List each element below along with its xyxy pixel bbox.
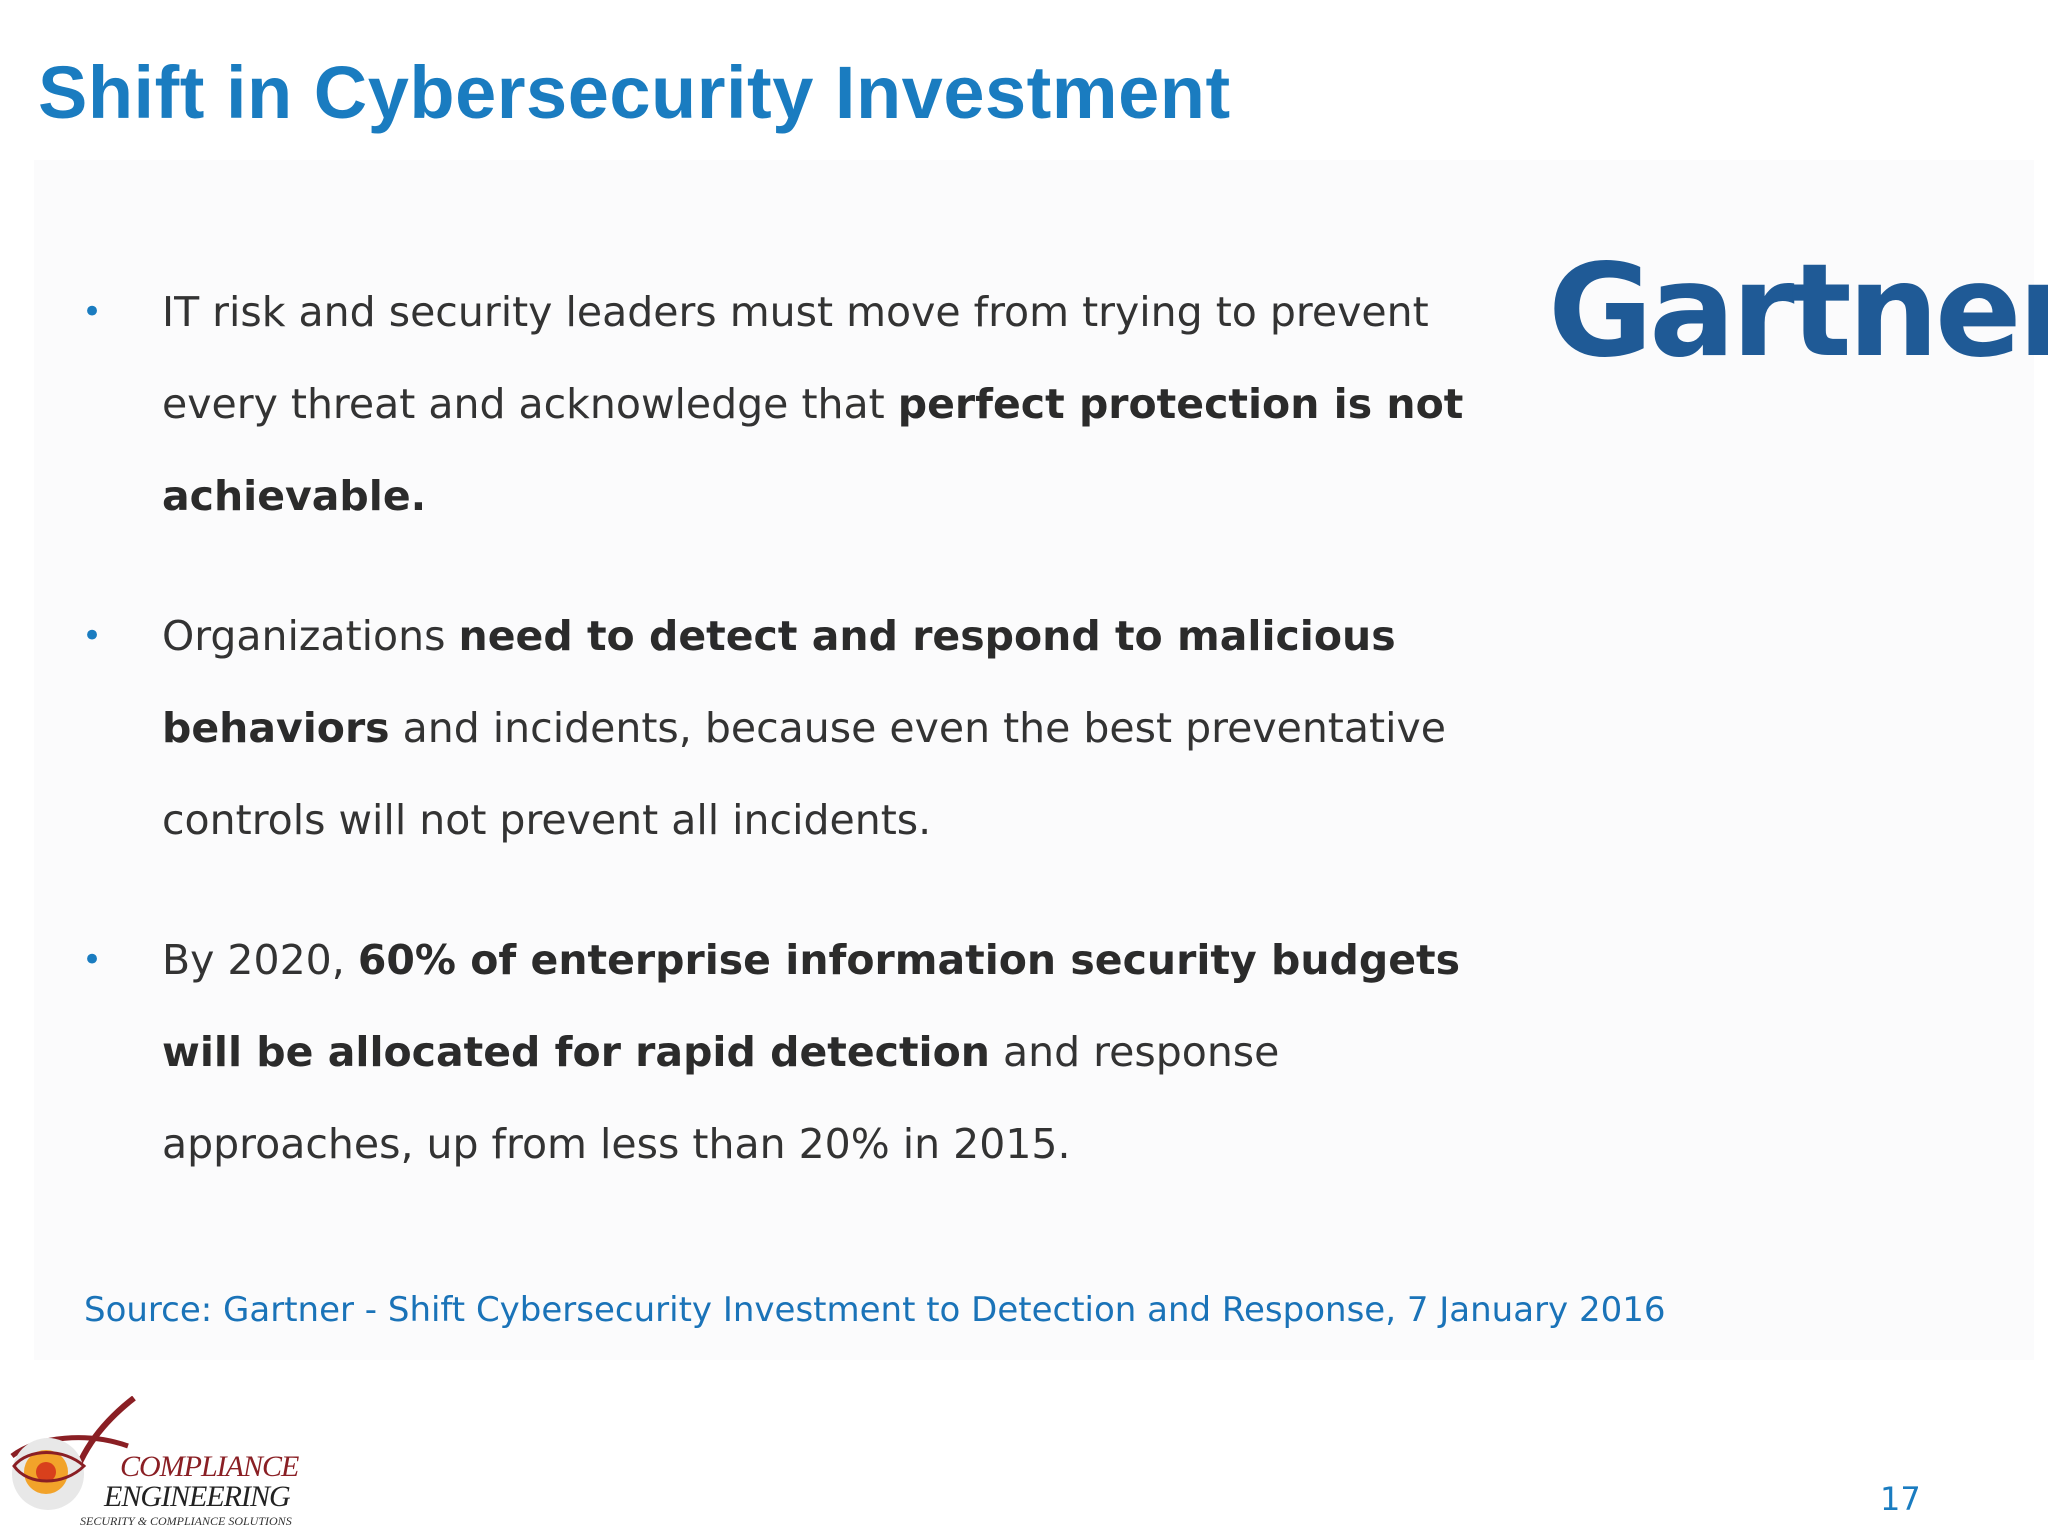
bullet-text: By 2020, [162,936,358,984]
bullet-dot-icon: • [82,292,103,332]
ce-logo-tagline: SECURITY & COMPLIANCE SOLUTIONS [80,1514,292,1528]
bullet-text-bold: need to detect and respond to malicious … [162,612,1396,752]
bullet-list: • IT risk and security leaders must move … [80,266,1500,1238]
gartner-logo-text: Gartner [1548,237,2048,386]
page-number: 17 [1880,1480,1921,1518]
bullet-item: • By 2020, 60% of enterprise information … [80,914,1500,1190]
content-panel [34,160,2034,1360]
bullet-dot-icon: • [82,616,103,656]
bullet-text-bold: perfect protection is not achievable. [162,380,1464,520]
ce-logo-line2: ENGINEERING [104,1480,291,1513]
bullet-text: Organizations [162,612,459,660]
bullet-dot-icon: • [82,940,103,980]
gartner-logo: Gartner® [1548,248,2048,376]
compliance-engineering-logo: COMPLIANCE ENGINEERING SECURITY & COMPLI… [8,1395,299,1532]
compliance-eye-icon [10,1395,136,1510]
bullet-text: IT risk and security leaders must move f… [162,288,1429,428]
ce-logo-line1: COMPLIANCE [120,1450,299,1483]
source-citation: Source: Gartner - Shift Cybersecurity In… [84,1290,1666,1330]
bullet-text: and incidents, because even the best pre… [162,704,1446,844]
bullet-item: • Organizations need to detect and respon… [80,590,1500,866]
bullet-text-bold: 60% of enterprise information security b… [162,936,1461,1076]
slide-title: Shift in Cybersecurity Investment [38,51,1231,134]
bullet-item: • IT risk and security leaders must move … [80,266,1500,542]
bullet-text: and response approaches, up from less th… [162,1028,1280,1168]
